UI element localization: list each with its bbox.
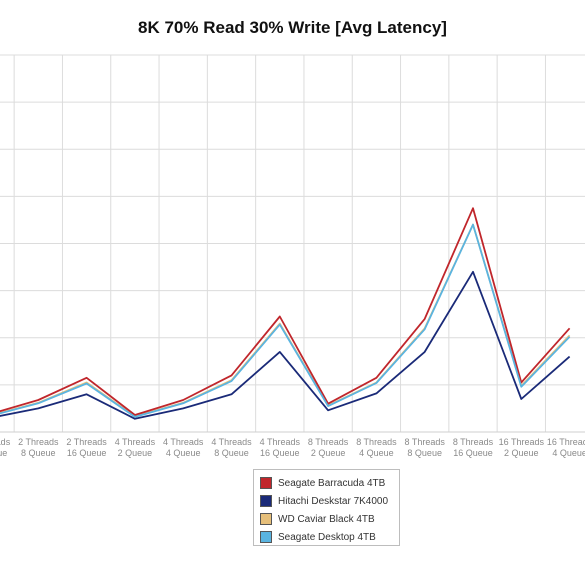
legend-item: Hitachi Deskstar 7K4000	[260, 492, 399, 510]
legend-label: Seagate Barracuda 4TB	[278, 477, 386, 489]
x-tick-label: 2 Threads 8 Queue	[18, 437, 59, 458]
x-tick-label: 4 Threads 2 Queue	[115, 437, 156, 458]
legend: Seagate Barracuda 4TB Hitachi Deskstar 7K…	[253, 469, 400, 546]
x-tick-label: 8 Threads 8 Queue	[405, 437, 446, 458]
series-line-1	[0, 270, 571, 420]
x-tick-label: 8 Threads 2 Queue	[308, 437, 349, 458]
x-tick-label: 4 Threads 8 Queue	[211, 437, 252, 458]
legend-item: Seagate Desktop 4TB	[260, 528, 399, 546]
legend-swatch	[260, 513, 272, 525]
legend-item: WD Caviar Black 4TB	[260, 510, 399, 528]
legend-swatch	[260, 531, 272, 543]
series-lines	[0, 207, 571, 420]
series-line-0	[0, 207, 571, 416]
legend-item: Seagate Barracuda 4TB	[260, 474, 399, 492]
legend-swatch	[260, 477, 272, 489]
x-tick-label: 4 Threads 4 Queue	[163, 437, 204, 458]
series-line-2	[0, 223, 571, 418]
x-tick-label: 16 Threads 2 Queue	[499, 437, 545, 458]
legend-label: Seagate Desktop 4TB	[278, 531, 376, 543]
legend-swatch	[260, 495, 272, 507]
x-tick-label: 4 Threads 16 Queue	[260, 437, 301, 458]
legend-label: Hitachi Deskstar 7K4000	[278, 495, 389, 507]
chart-title: 8K 70% Read 30% Write [Avg Latency]	[138, 18, 447, 37]
x-tick-label: 8 Threads 4 Queue	[356, 437, 397, 458]
gridlines	[0, 54, 585, 433]
series-line-3	[0, 223, 571, 418]
legend-label: WD Caviar Black 4TB	[278, 513, 375, 525]
x-tick-label: 2 Threads 16 Queue	[66, 437, 107, 458]
x-tick-label: 8 Threads 16 Queue	[453, 437, 494, 458]
